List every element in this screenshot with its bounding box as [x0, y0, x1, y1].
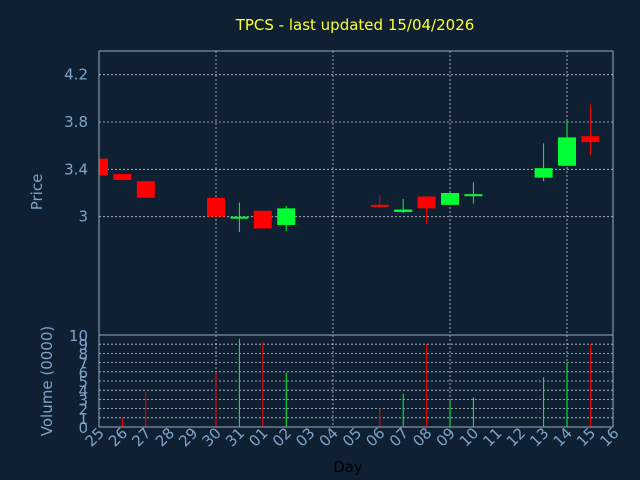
x-tick-label: 06 [362, 424, 388, 450]
x-tick-label: 30 [199, 424, 225, 450]
x-tick-label: 09 [433, 424, 459, 450]
volume-tick-label: 10 [69, 327, 88, 345]
price-tick-label: 4.2 [64, 66, 88, 84]
candle-body [441, 193, 459, 205]
x-tick-label: 16 [596, 424, 622, 450]
x-tick-label: 10 [456, 424, 482, 450]
x-tick-label: 13 [526, 424, 552, 450]
volume-panel-frame [98, 334, 614, 428]
x-tick-label: 15 [573, 424, 599, 450]
volume-tick-label: 1 [78, 410, 88, 428]
volume-tick-label: 0 [78, 419, 88, 437]
candle-body [464, 194, 483, 197]
x-tick-label: 08 [409, 424, 435, 450]
candle-body [253, 210, 272, 229]
volume-tick-label: 3 [78, 391, 88, 409]
x-tick-label: 07 [386, 424, 412, 450]
x-tick-label: 03 [292, 424, 318, 450]
x-axis-label: Day [333, 458, 363, 476]
price-panel-frame [98, 50, 614, 336]
x-axis: 2526272829303101020304050607080910111213… [82, 424, 623, 450]
price-tick-label: 3.8 [64, 113, 88, 131]
candle-body [207, 197, 225, 217]
volume-tick-label: 4 [78, 382, 88, 400]
volume-tick-label: 2 [78, 401, 88, 419]
price-tick-label: 3.4 [64, 160, 88, 178]
candle-body [136, 181, 155, 198]
volume-tick-label: 9 [78, 336, 88, 354]
price-axis-label: Price [28, 174, 46, 211]
volume-tick-label: 7 [78, 355, 88, 373]
candle-body [113, 174, 132, 180]
candle-body [99, 158, 108, 176]
volume-tick-label: 5 [78, 373, 88, 391]
candle-body [394, 209, 413, 212]
x-tick-label: 26 [105, 424, 131, 450]
candle-body [370, 204, 389, 207]
chart-title: TPCS - last updated 15/04/2026 [235, 16, 475, 34]
price-tick-label: 3 [78, 208, 88, 226]
x-tick-label: 11 [479, 424, 505, 450]
x-tick-label: 31 [222, 424, 248, 450]
x-tick-label: 01 [245, 424, 271, 450]
candle-body [417, 196, 436, 209]
x-tick-label: 04 [316, 424, 342, 450]
volume-tick-label: 6 [78, 364, 88, 382]
x-tick-label: 14 [550, 424, 576, 450]
x-tick-label: 05 [339, 424, 365, 450]
x-tick-label: 12 [503, 424, 529, 450]
candle-body [534, 168, 553, 178]
x-tick-label: 27 [128, 424, 154, 450]
candle-body [558, 137, 576, 166]
x-tick-label: 28 [152, 424, 178, 450]
x-tick-label: 29 [175, 424, 201, 450]
volume-axis-label: Volume (0000) [38, 326, 56, 436]
x-tick-label: 02 [269, 424, 295, 450]
candle-body [581, 136, 600, 143]
candle-body [277, 208, 296, 225]
candle-body [230, 216, 249, 219]
volume-tick-label: 8 [78, 345, 88, 363]
price-panel: 3 3.4 3.8 4.2 [64, 50, 614, 336]
